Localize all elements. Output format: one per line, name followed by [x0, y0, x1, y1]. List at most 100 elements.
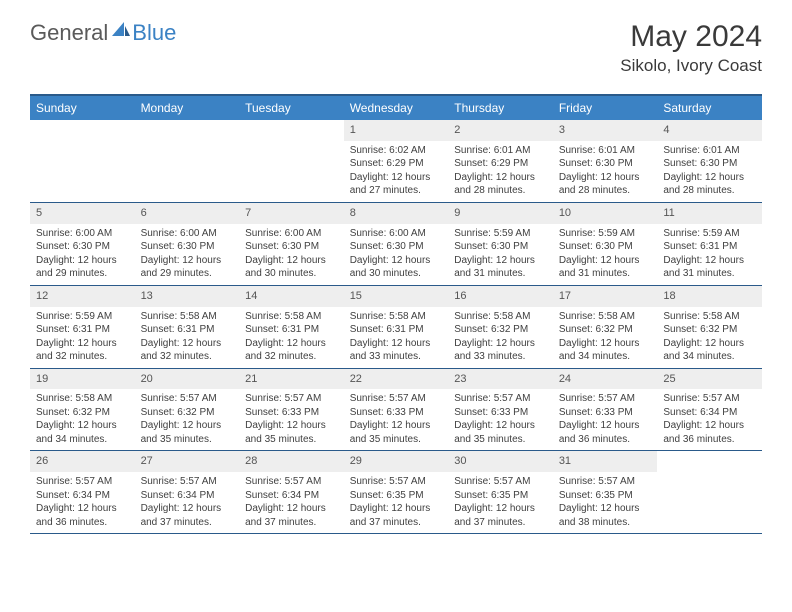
day-number: 12 — [30, 286, 135, 307]
day-content: Sunrise: 5:57 AMSunset: 6:32 PMDaylight:… — [135, 389, 240, 450]
day-number: 30 — [448, 451, 553, 472]
sunrise-line: Sunrise: 5:58 AM — [350, 311, 426, 322]
logo-text-blue: Blue — [132, 20, 176, 46]
day-number: 17 — [553, 286, 658, 307]
daylight-line: Daylight: 12 hours and 29 minutes. — [36, 255, 117, 280]
day-number: 21 — [239, 369, 344, 390]
sunset-line: Sunset: 6:31 PM — [141, 324, 215, 335]
calendar-day-cell: 20Sunrise: 5:57 AMSunset: 6:32 PMDayligh… — [135, 368, 240, 451]
day-content: Sunrise: 5:57 AMSunset: 6:35 PMDaylight:… — [448, 472, 553, 533]
calendar-day-cell: 19Sunrise: 5:58 AMSunset: 6:32 PMDayligh… — [30, 368, 135, 451]
sunset-line: Sunset: 6:32 PM — [663, 324, 737, 335]
sunset-line: Sunset: 6:30 PM — [141, 241, 215, 252]
weekday-header: Friday — [553, 95, 658, 120]
daylight-line: Daylight: 12 hours and 37 minutes. — [350, 503, 431, 528]
day-content: Sunrise: 5:58 AMSunset: 6:32 PMDaylight:… — [553, 307, 658, 368]
sunset-line: Sunset: 6:35 PM — [454, 490, 528, 501]
sunset-line: Sunset: 6:30 PM — [36, 241, 110, 252]
sunrise-line: Sunrise: 6:00 AM — [36, 228, 112, 239]
day-number: 14 — [239, 286, 344, 307]
logo-text-general: General — [30, 20, 108, 46]
calendar-day-cell: 1Sunrise: 6:02 AMSunset: 6:29 PMDaylight… — [344, 120, 449, 202]
day-number: 18 — [657, 286, 762, 307]
calendar-day-cell: 6Sunrise: 6:00 AMSunset: 6:30 PMDaylight… — [135, 202, 240, 285]
calendar-day-cell: 8Sunrise: 6:00 AMSunset: 6:30 PMDaylight… — [344, 202, 449, 285]
day-content: Sunrise: 5:57 AMSunset: 6:35 PMDaylight:… — [553, 472, 658, 533]
sunrise-line: Sunrise: 6:01 AM — [454, 145, 530, 156]
day-number: 28 — [239, 451, 344, 472]
sunset-line: Sunset: 6:30 PM — [245, 241, 319, 252]
weekday-header: Thursday — [448, 95, 553, 120]
day-content: Sunrise: 6:00 AM Sunset: 6:30 PM Daylight:… — [30, 224, 135, 285]
day-number: 5 — [30, 203, 135, 224]
calendar-day-cell: 25Sunrise: 5:57 AMSunset: 6:34 PMDayligh… — [657, 368, 762, 451]
calendar-day-cell: 5 Sunrise: 6:00 AM Sunset: 6:30 PM Daylight… — [30, 202, 135, 285]
daylight-line: Daylight: 12 hours and 31 minutes. — [454, 255, 535, 280]
sunset-line: Sunset: 6:35 PM — [350, 490, 424, 501]
day-number: 2 — [448, 120, 553, 141]
day-content: Sunrise: 5:57 AMSunset: 6:33 PMDaylight:… — [344, 389, 449, 450]
sunset-line: Sunset: 6:31 PM — [36, 324, 110, 335]
day-number: 3 — [553, 120, 658, 141]
daylight-line: Daylight: 12 hours and 36 minutes. — [559, 420, 640, 445]
calendar-empty-cell — [657, 451, 762, 534]
day-number: 22 — [344, 369, 449, 390]
sunset-line: Sunset: 6:31 PM — [663, 241, 737, 252]
calendar-day-cell: 9Sunrise: 5:59 AMSunset: 6:30 PMDaylight… — [448, 202, 553, 285]
day-content: Sunrise: 5:59 AMSunset: 6:30 PMDaylight:… — [553, 224, 658, 285]
day-number: 7 — [239, 203, 344, 224]
sunrise-line: Sunrise: 6:00 AM — [245, 228, 321, 239]
day-number: 29 — [344, 451, 449, 472]
day-number: 8 — [344, 203, 449, 224]
daylight-line: Daylight: 12 hours and 29 minutes. — [141, 255, 222, 280]
day-content: Sunrise: 5:58 AMSunset: 6:32 PMDaylight:… — [657, 307, 762, 368]
sunrise-line: Sunrise: 5:59 AM — [36, 311, 112, 322]
location: Sikolo, Ivory Coast — [620, 56, 762, 76]
daylight-line: Daylight: 12 hours and 30 minutes. — [245, 255, 326, 280]
sunset-line: Sunset: 6:31 PM — [350, 324, 424, 335]
sunrise-line: Sunrise: 5:58 AM — [663, 311, 739, 322]
daylight-line: Daylight: 12 hours and 27 minutes. — [350, 172, 431, 197]
daylight-line: Daylight: 12 hours and 38 minutes. — [559, 503, 640, 528]
sunrise-line: Sunrise: 5:57 AM — [559, 393, 635, 404]
sunrise-line: Sunrise: 5:57 AM — [245, 393, 321, 404]
day-content: Sunrise: 5:59 AMSunset: 6:31 PMDaylight:… — [657, 224, 762, 285]
calendar-day-cell: 7 Sunrise: 6:00 AM Sunset: 6:30 PM Daylight… — [239, 202, 344, 285]
day-content: Sunrise: 5:57 AM Sunset: 6:35 PM Daylight:… — [344, 472, 449, 533]
calendar-day-cell: 30Sunrise: 5:57 AMSunset: 6:35 PMDayligh… — [448, 451, 553, 534]
day-content: Sunrise: 5:57 AMSunset: 6:34 PMDaylight:… — [239, 472, 344, 533]
daylight-line: Daylight: 12 hours and 37 minutes. — [454, 503, 535, 528]
sunrise-line: Sunrise: 5:57 AM — [350, 476, 426, 487]
calendar-row: 26Sunrise: 5:57 AMSunset: 6:34 PMDayligh… — [30, 451, 762, 534]
day-content: Sunrise: 5:59 AM Sunset: 6:31 PM Daylight:… — [30, 307, 135, 368]
daylight-line: Daylight: 12 hours and 28 minutes. — [559, 172, 640, 197]
calendar-day-cell: 4Sunrise: 6:01 AMSunset: 6:30 PMDaylight… — [657, 120, 762, 202]
calendar-day-cell: 22Sunrise: 5:57 AMSunset: 6:33 PMDayligh… — [344, 368, 449, 451]
calendar-day-cell: 27Sunrise: 5:57 AMSunset: 6:34 PMDayligh… — [135, 451, 240, 534]
sunrise-line: Sunrise: 5:57 AM — [350, 393, 426, 404]
daylight-line: Daylight: 12 hours and 32 minutes. — [36, 338, 117, 363]
sunset-line: Sunset: 6:33 PM — [245, 407, 319, 418]
day-number: 10 — [553, 203, 658, 224]
sunset-line: Sunset: 6:30 PM — [454, 241, 528, 252]
day-number: 16 — [448, 286, 553, 307]
calendar-day-cell: 26Sunrise: 5:57 AMSunset: 6:34 PMDayligh… — [30, 451, 135, 534]
calendar-row: 5 Sunrise: 6:00 AM Sunset: 6:30 PM Daylight… — [30, 202, 762, 285]
day-content: Sunrise: 6:00 AMSunset: 6:30 PMDaylight:… — [344, 224, 449, 285]
sunrise-line: Sunrise: 6:00 AM — [350, 228, 426, 239]
sunset-line: Sunset: 6:32 PM — [454, 324, 528, 335]
sunrise-line: Sunrise: 5:58 AM — [245, 311, 321, 322]
calendar-day-cell: 16Sunrise: 5:58 AMSunset: 6:32 PMDayligh… — [448, 285, 553, 368]
sunset-line: Sunset: 6:33 PM — [350, 407, 424, 418]
daylight-line: Daylight: 12 hours and 36 minutes. — [663, 420, 744, 445]
daylight-line: Daylight: 12 hours and 30 minutes. — [350, 255, 431, 280]
sunrise-line: Sunrise: 5:59 AM — [663, 228, 739, 239]
sunset-line: Sunset: 6:34 PM — [245, 490, 319, 501]
daylight-line: Daylight: 12 hours and 34 minutes. — [559, 338, 640, 363]
sunset-line: Sunset: 6:33 PM — [559, 407, 633, 418]
sunset-line: Sunset: 6:32 PM — [36, 407, 110, 418]
day-content: Sunrise: 5:59 AMSunset: 6:30 PMDaylight:… — [448, 224, 553, 285]
logo: General Blue — [30, 20, 176, 46]
weekday-header-row: SundayMondayTuesdayWednesdayThursdayFrid… — [30, 95, 762, 120]
day-number: 13 — [135, 286, 240, 307]
